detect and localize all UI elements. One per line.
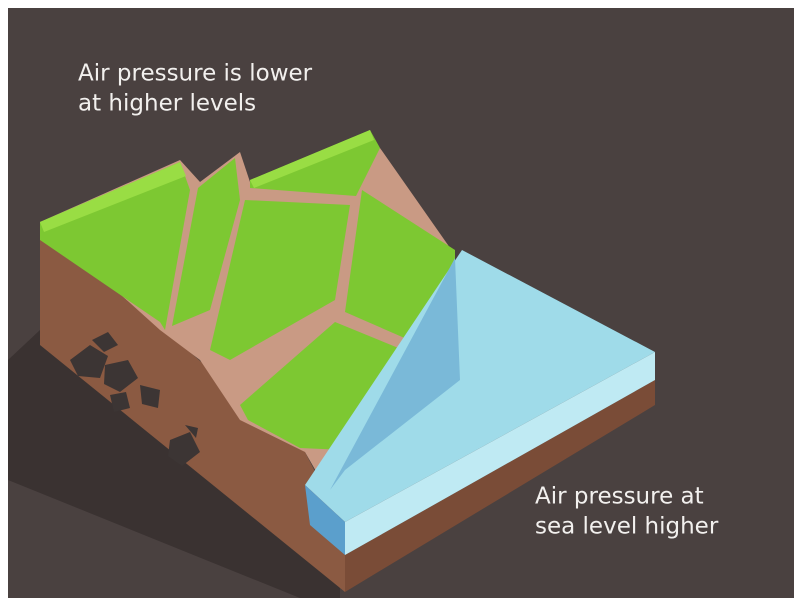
water-shade (330, 258, 460, 490)
rocks (70, 332, 200, 466)
grass-highlight (40, 130, 374, 232)
water-edge (345, 352, 655, 555)
soil-left (40, 222, 345, 592)
top-label-line: Air pressure is lower (78, 61, 313, 87)
water-top (305, 250, 655, 522)
soil-right (345, 380, 655, 592)
top-label-line: at higher levels (78, 91, 256, 117)
shadow (8, 330, 340, 598)
bottom-label-line: Air pressure at (535, 484, 704, 510)
bottom-label-line: sea level higher (535, 514, 719, 540)
water-edge-left (305, 485, 345, 555)
